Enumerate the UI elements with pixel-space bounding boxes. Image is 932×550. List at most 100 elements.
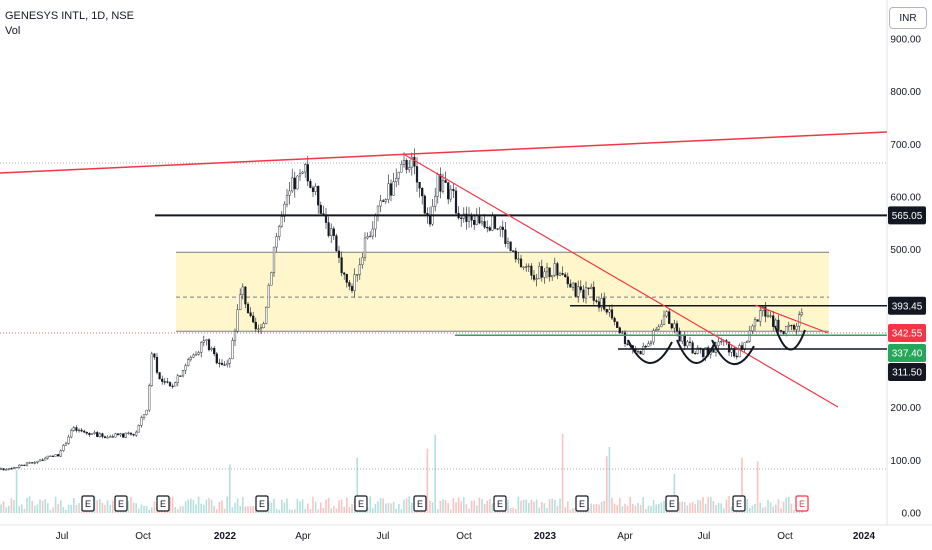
volume-bar (153, 501, 156, 513)
candle-body (267, 284, 270, 308)
candle-body (779, 330, 783, 332)
earnings-marker[interactable]: E (732, 495, 746, 512)
candle-body (59, 450, 62, 457)
earnings-marker[interactable]: E (665, 495, 679, 512)
price-tag[interactable]: 311.50 (888, 363, 926, 381)
candle-body (49, 455, 52, 457)
volume-bar (395, 508, 397, 513)
candle-body (772, 315, 775, 327)
volume-bar (473, 500, 475, 513)
price-tag[interactable]: 342.55 (888, 324, 926, 342)
volume-bar (686, 505, 689, 513)
descending-trendline[interactable] (404, 154, 839, 408)
upper-trendline[interactable] (0, 131, 888, 174)
candle-body (387, 183, 390, 200)
volume-bar (177, 509, 179, 513)
volume-bar (702, 497, 704, 513)
price-tag[interactable]: 393.45 (888, 296, 926, 315)
volume-bar (730, 506, 733, 513)
volume-bar (47, 503, 49, 513)
volume-bar (294, 509, 296, 513)
cup-pattern-curve[interactable] (774, 325, 806, 351)
candle-body (54, 454, 57, 457)
candle-body (675, 323, 679, 332)
earnings-marker[interactable]: E (354, 495, 368, 512)
candle-body (64, 443, 68, 446)
earnings-marker[interactable]: E (575, 495, 589, 512)
time-axis[interactable]: Jul Oct 2022 Apr Jul Oct 2023 Apr Jul Oct 2024 (0, 524, 932, 542)
earnings-marker-box (575, 495, 589, 512)
candle-body (574, 282, 577, 297)
currency-button[interactable]: INR (889, 7, 927, 29)
symbol-title[interactable]: GENESYS INTL, 1D, NSE (5, 10, 134, 22)
volume-bar (717, 503, 720, 513)
candle-body (168, 382, 172, 387)
candle-body (649, 341, 653, 344)
drawing-layer (0, 162, 887, 470)
volume-bar (780, 508, 782, 513)
volume-bar (723, 508, 725, 513)
earnings-marker-box (156, 495, 170, 512)
volume-bar (619, 498, 621, 513)
volume-bar (203, 504, 205, 513)
price-tick-label: 800.00 (890, 87, 921, 98)
price-tick-label: 0.00 (902, 509, 922, 520)
earnings-marker[interactable]: E (114, 495, 128, 512)
candle-body (410, 156, 413, 168)
earnings-marker[interactable]: E (493, 495, 507, 512)
volume-bar (205, 499, 208, 513)
volume-bar (517, 496, 520, 513)
volume-bar (632, 503, 634, 513)
volume-bar (603, 500, 605, 513)
time-tick-label: Jul (698, 531, 711, 542)
candle-body (655, 329, 658, 331)
volume-bar (140, 504, 143, 513)
price-tag-bg (888, 344, 926, 362)
candle-body (548, 267, 551, 278)
volume-bar (483, 503, 486, 513)
earnings-marker-letter: E (358, 499, 364, 509)
volume-bar (10, 498, 13, 513)
earnings-marker[interactable]: E (81, 495, 95, 512)
price-tag[interactable]: 337.40 (888, 344, 926, 362)
candle-body (769, 315, 772, 317)
earnings-marker[interactable]: E (795, 495, 809, 512)
price-axis[interactable]: 900.00800.00700.00600.00500.00400.00300.… (886, 0, 922, 525)
candle-body (400, 164, 403, 173)
candle-body (519, 258, 523, 268)
volume-bar (229, 464, 231, 513)
volume-bar (348, 507, 351, 513)
candle-body (197, 352, 200, 355)
volume-legend-label[interactable]: Vol (5, 25, 21, 37)
volume-bar (465, 504, 468, 513)
candle-body (124, 432, 127, 438)
candle-body (792, 325, 796, 330)
wedge-trendline[interactable] (754, 304, 829, 334)
earnings-marker[interactable]: E (156, 495, 170, 512)
volume-bar (379, 497, 382, 513)
cup-pattern-curve[interactable] (711, 339, 755, 366)
volume-bar (8, 505, 10, 513)
volume-bar (775, 504, 777, 513)
candle-body (369, 235, 372, 238)
candle-body (694, 352, 697, 355)
volume-bar (197, 496, 200, 513)
candle-body (98, 433, 101, 437)
earnings-marker[interactable]: E (413, 495, 427, 512)
earnings-marker[interactable]: E (255, 495, 269, 512)
range-box[interactable] (176, 252, 829, 332)
candle-body (155, 356, 159, 373)
volume-bar (699, 500, 702, 513)
volume-bar (541, 502, 543, 513)
cup-pattern-curve[interactable] (627, 339, 673, 364)
volume-bar (182, 506, 184, 513)
candle-body (293, 177, 296, 190)
candle-body (67, 436, 70, 444)
price-tag[interactable]: 565.05 (888, 206, 926, 225)
candle-body (686, 341, 689, 347)
candle-body (106, 437, 109, 439)
cup-pattern-curve[interactable] (676, 339, 716, 364)
candle-body (408, 167, 411, 170)
volume-bar (431, 502, 434, 513)
